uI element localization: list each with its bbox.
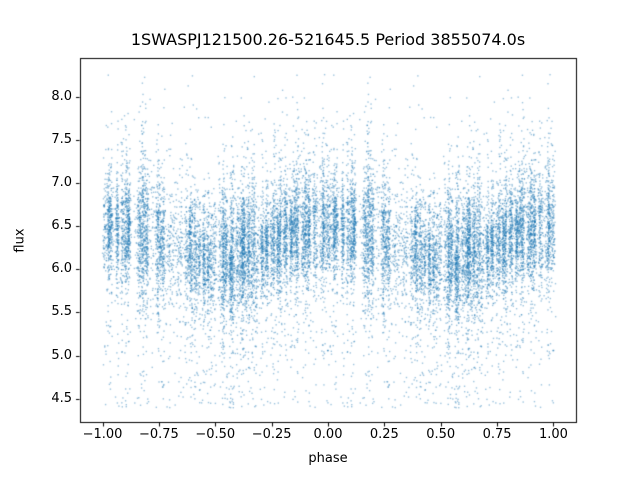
x-axis-label: phase [308, 451, 348, 466]
y-axis-label: flux [12, 227, 28, 253]
chart-title: 1SWASPJ121500.26-521645.5 Period 3855074… [130, 30, 526, 49]
y-axis-label-wrap: flux [10, 58, 30, 422]
